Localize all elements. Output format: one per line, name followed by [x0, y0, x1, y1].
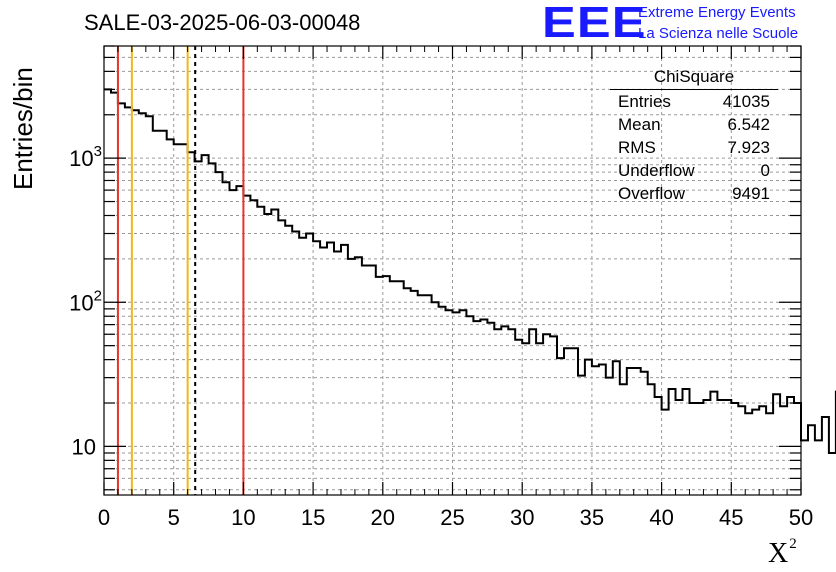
y-tick-label: 103: [69, 143, 102, 171]
stats-label: RMS: [618, 138, 656, 157]
stats-row-entries: Entries 41035: [618, 92, 770, 114]
x-tick-label: 0: [98, 505, 110, 530]
axis-ticks: [103, 45, 802, 495]
tick-labels: 0 5 10 15 20 25 30 35 40 45 50 10 102 103: [69, 143, 813, 530]
x-tick-label: 30: [510, 505, 534, 530]
y-axis-label-box: Entries/bin: [8, 40, 42, 190]
stats-label: Underflow: [618, 161, 695, 180]
y-tick-label: 102: [69, 287, 102, 315]
x-tick-label: 10: [231, 505, 255, 530]
stats-value: 9491: [732, 184, 770, 203]
stats-value: 6.542: [727, 115, 770, 134]
logo-line-2: La Scienza nelle Scuole: [638, 25, 799, 42]
logo-line-1: Extreme Energy Events: [638, 4, 796, 21]
stats-box: ChiSquare Entries 41035 Mean 6.542 RMS 7…: [610, 67, 778, 207]
stats-label: Entries: [618, 92, 671, 111]
stats-value: 41035: [722, 92, 770, 111]
stats-label: Mean: [618, 115, 661, 134]
histogram-line: [104, 88, 836, 454]
stats-label: Overflow: [618, 184, 686, 203]
chart-marks: [104, 46, 836, 495]
x-tick-label: 40: [649, 505, 673, 530]
y-axis-label: Entries/bin: [8, 67, 38, 190]
grid-lines: [104, 45, 801, 495]
stats-divider: [610, 89, 778, 90]
x-tick-label: 15: [301, 505, 325, 530]
x-tick-label: 45: [719, 505, 743, 530]
x-axis-label: X2: [768, 536, 797, 570]
stats-value: 0: [760, 161, 770, 180]
logo-mark: EEE: [542, 0, 647, 47]
x-tick-label: 35: [580, 505, 604, 530]
stats-title: ChiSquare: [653, 67, 735, 86]
x-tick-label: 50: [789, 505, 813, 530]
eee-logo: EEE Extreme Energy Events La Scienza nel…: [540, 0, 836, 47]
chart-title: SALE-03-2025-06-03-00048: [84, 10, 361, 35]
stats-value: 7.923: [727, 138, 770, 157]
x-tick-label: 25: [440, 505, 464, 530]
x-tick-label: 5: [168, 505, 180, 530]
x-axis-label-exp: 2: [789, 536, 797, 552]
stats-row-underflow: Underflow 0: [618, 161, 770, 183]
y-tick-label: 10: [72, 434, 96, 459]
x-axis-label-base: X: [768, 538, 789, 569]
stats-row-mean: Mean 6.542: [618, 115, 770, 137]
stats-row-overflow: Overflow 9491: [618, 184, 770, 206]
x-tick-label: 20: [371, 505, 395, 530]
stats-row-rms: RMS 7.923: [618, 138, 770, 160]
